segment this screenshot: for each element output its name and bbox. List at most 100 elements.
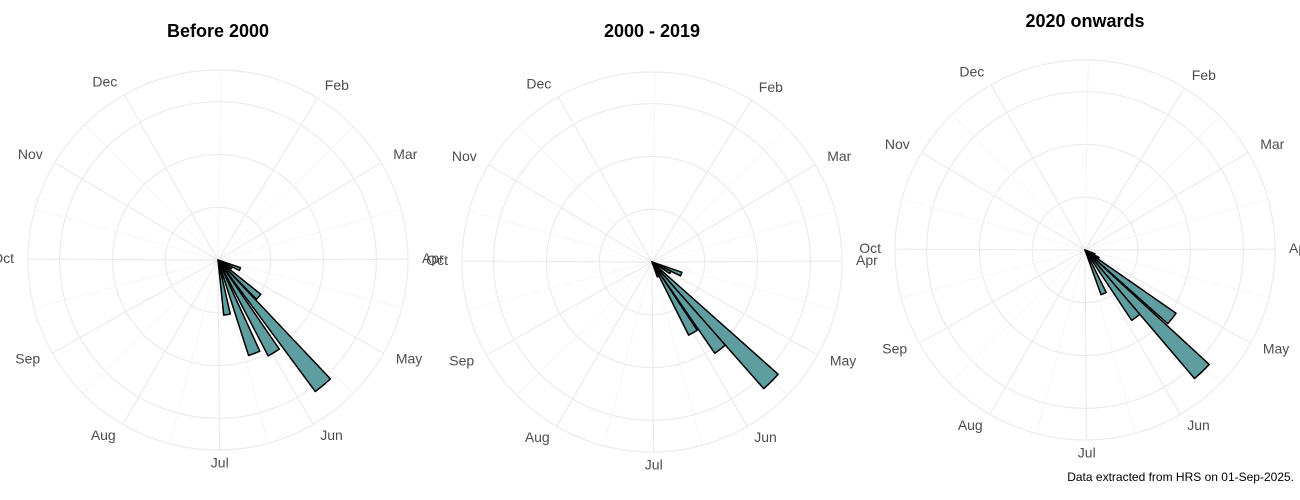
x-tick-label: Apr [856, 252, 878, 268]
minor-spoke [217, 70, 222, 261]
x-tick-label: Oct [0, 250, 14, 266]
minor-spoke [1084, 249, 1270, 299]
minor-spoke [1084, 198, 1269, 251]
bar [217, 259, 281, 357]
x-tick-label: Jun [1187, 417, 1210, 433]
minor-spoke [1084, 116, 1221, 251]
minor-spoke [900, 249, 1086, 299]
grid-spoke [217, 162, 382, 261]
panel-border [894, 59, 1276, 441]
x-tick-label: Nov [18, 146, 43, 162]
minor-spoke [901, 198, 1086, 251]
x-tick-label: Jun [320, 427, 343, 443]
x-tick-label: Jul [1078, 445, 1096, 461]
grid-spoke [651, 164, 816, 263]
grid-spoke [1084, 249, 1181, 415]
minor-spoke [468, 210, 653, 263]
bar [1084, 249, 1210, 380]
grid-spoke [1084, 249, 1088, 440]
grid-spoke [651, 261, 655, 452]
grid-spoke [557, 96, 653, 263]
grid-spoke [52, 259, 219, 354]
bar [1084, 249, 1177, 325]
grid-spoke [217, 258, 409, 261]
caption: Data extracted from HRS on 01-Sep-2025. [1067, 470, 1294, 484]
x-tick-label: Feb [1192, 67, 1216, 83]
bar [217, 259, 262, 300]
bar [651, 261, 779, 390]
x-tick-label: Mar [393, 146, 417, 162]
chart-title: 2020 onwards [1025, 11, 1144, 31]
bar [217, 259, 332, 393]
minor-spoke [516, 261, 653, 396]
panel-border [461, 71, 843, 453]
minor-spoke [951, 113, 1086, 251]
minor-spoke [34, 208, 219, 261]
minor-spoke [33, 259, 219, 309]
grid-spoke [217, 259, 384, 354]
minor-spoke [217, 259, 403, 309]
minor-spoke [603, 261, 653, 446]
x-tick-label: Apr [1289, 240, 1300, 256]
grid-spoke [217, 97, 318, 261]
bar [651, 261, 698, 336]
x-tick-label: Sep [449, 353, 474, 369]
grid-spoke [989, 249, 1086, 415]
x-tick-label: Feb [325, 77, 349, 93]
x-tick-label: Oct [426, 252, 448, 268]
minor-spoke [217, 259, 269, 444]
x-tick-label: Apr [422, 250, 444, 266]
x-tick-label: Dec [526, 75, 551, 91]
grid-spoke [488, 164, 653, 263]
x-tick-label: Aug [958, 417, 983, 433]
x-tick-label: Aug [525, 429, 550, 445]
x-tick-label: May [1263, 341, 1289, 357]
grid-spoke [651, 261, 818, 356]
x-tick-label: Aug [91, 427, 116, 443]
x-tick-label: Jul [211, 455, 229, 471]
grid-spoke [1084, 152, 1249, 251]
bar [651, 261, 727, 355]
grid-spoke [990, 84, 1086, 251]
grid-spoke [921, 152, 1086, 251]
x-tick-label: Oct [859, 240, 881, 256]
minor-spoke [518, 125, 653, 263]
minor-spoke [84, 123, 219, 261]
bar [651, 261, 660, 278]
grid-circle [926, 91, 1244, 409]
x-tick-label: Nov [452, 148, 477, 164]
grid-spoke [651, 260, 843, 263]
bar [1084, 249, 1108, 296]
grid-spoke [486, 261, 653, 356]
x-tick-label: Feb [759, 79, 783, 95]
minor-spoke [949, 249, 1086, 384]
minor-spoke [651, 210, 836, 263]
minor-spoke [169, 259, 219, 444]
grid-spoke [27, 258, 219, 261]
minor-spoke [1084, 60, 1089, 251]
x-tick-label: Sep [882, 341, 907, 357]
x-tick-label: Jul [645, 457, 663, 473]
grid-spoke [919, 249, 1086, 344]
panel-border [27, 69, 409, 451]
x-tick-label: Dec [92, 73, 117, 89]
chart-title: 2000 - 2019 [604, 21, 700, 41]
minor-spoke [82, 259, 219, 394]
grid-spoke [1084, 87, 1185, 251]
minor-spoke [1036, 249, 1086, 434]
x-tick-label: May [830, 353, 856, 369]
minor-spoke [467, 261, 653, 311]
grid-spoke [556, 261, 653, 427]
minor-spoke [651, 261, 837, 311]
grid-spoke [54, 162, 219, 261]
bar [1084, 249, 1141, 322]
grid-spoke [122, 259, 219, 425]
x-tick-label: Mar [827, 148, 851, 164]
minor-spoke [217, 126, 354, 261]
grid-spoke [1084, 248, 1276, 251]
x-tick-label: May [396, 351, 422, 367]
grid-spoke [894, 248, 1086, 251]
grid-spoke [461, 260, 653, 263]
minor-spoke [1084, 249, 1136, 434]
